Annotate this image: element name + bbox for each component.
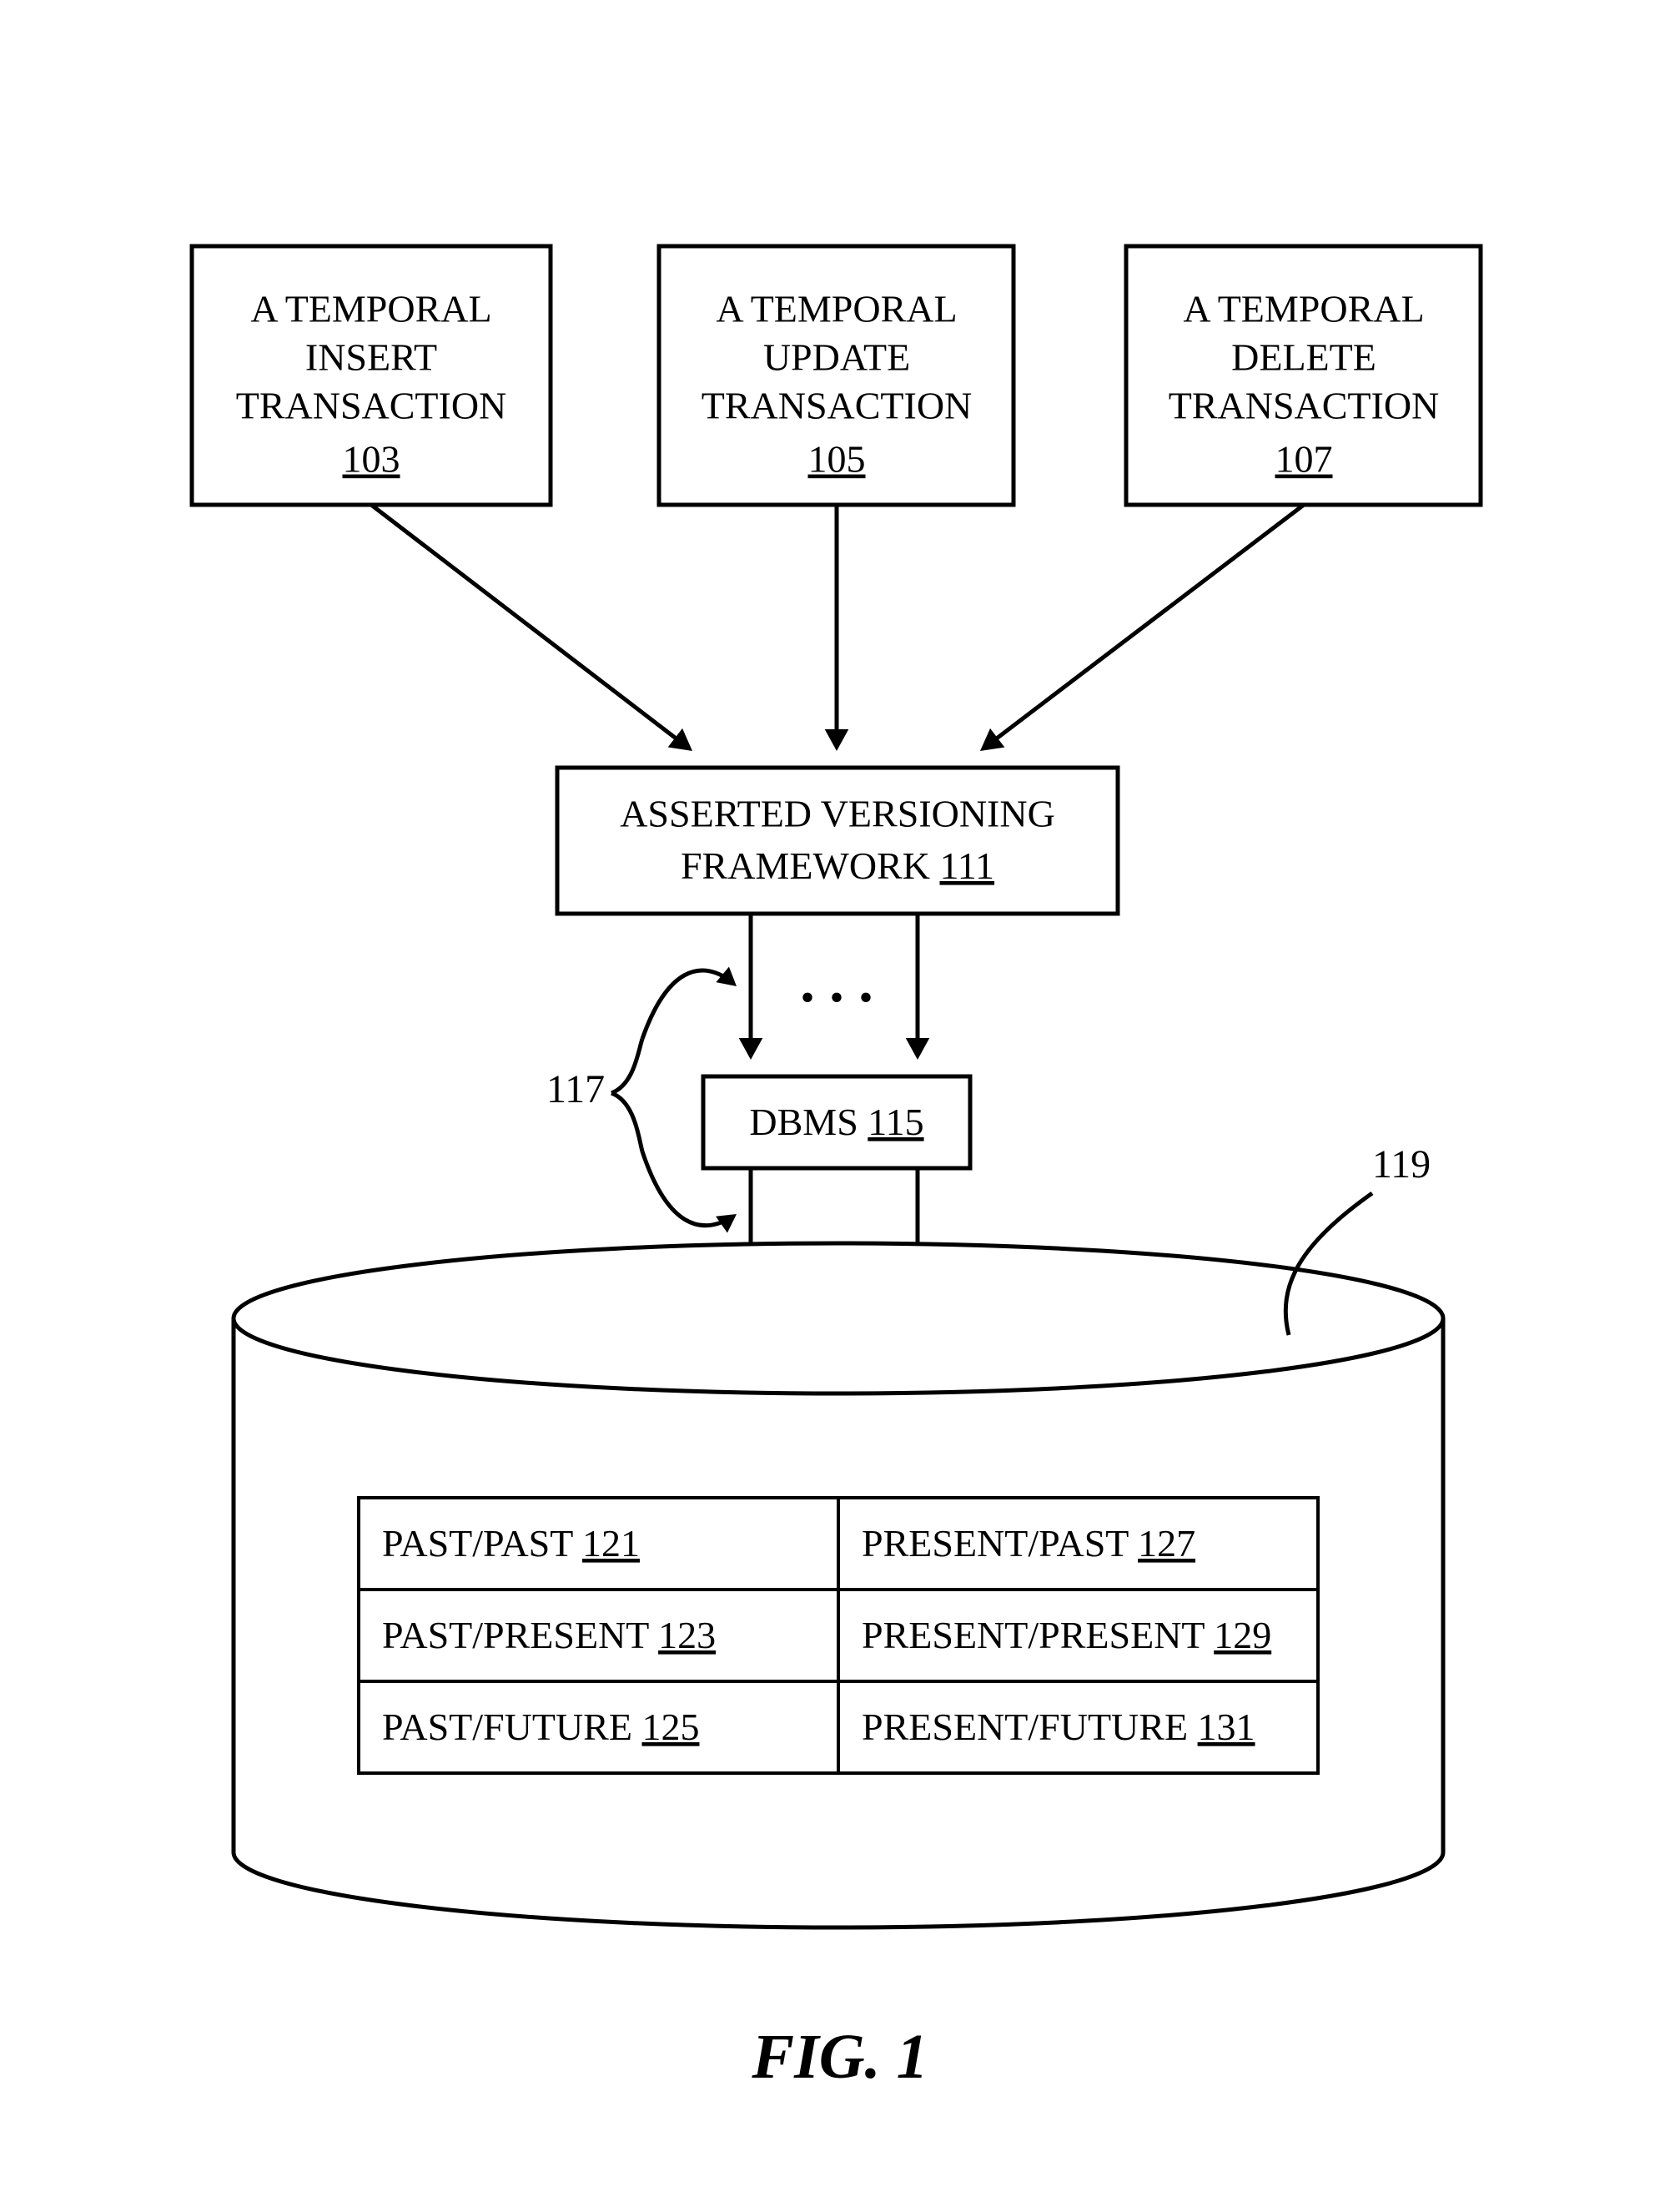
temporal-table: PAST/PAST 121 PRESENT/PAST 127 PAST/PRESEN…: [359, 1498, 1318, 1773]
transaction-box-105: A TEMPORAL UPDATE TRANSACTION 105: [659, 246, 1014, 505]
transaction-box-line: DELETE: [1231, 336, 1376, 379]
ellipsis: . . .: [800, 950, 873, 1015]
figure-caption: FIG. 1: [751, 2022, 928, 2092]
table-cell: PRESENT/FUTURE 131: [862, 1706, 1255, 1748]
transaction-box-line: INSERT: [305, 336, 437, 379]
table-cell: PRESENT/PRESENT 129: [862, 1614, 1271, 1656]
avf-box: ASSERTED VERSIONING FRAMEWORK 111: [557, 768, 1118, 914]
transaction-box-line: TRANSACTION: [702, 385, 973, 427]
transaction-box-line: A TEMPORAL: [250, 288, 491, 330]
ref-label-119: 119: [1372, 1142, 1431, 1187]
transaction-box-line: TRANSACTION: [1169, 385, 1440, 427]
table-cell: PAST/PAST 121: [382, 1522, 640, 1565]
ref-number: 107: [1275, 438, 1333, 481]
transaction-box-line: TRANSACTION: [236, 385, 507, 427]
ref-number: 105: [808, 438, 866, 481]
transaction-box-103: A TEMPORAL INSERT TRANSACTION 103: [192, 246, 551, 505]
table-cell: PRESENT/PAST 127: [862, 1522, 1195, 1565]
dbms-box: DBMS 115: [703, 1076, 970, 1168]
transaction-box-line: A TEMPORAL: [1183, 288, 1424, 330]
transaction-box-107: A TEMPORAL DELETE TRANSACTION 107: [1126, 246, 1481, 505]
ref-label-117: 117: [546, 1067, 605, 1111]
table-cell: PAST/PRESENT 123: [382, 1614, 716, 1656]
table-cell: PAST/FUTURE 125: [382, 1706, 699, 1748]
transaction-box-line: UPDATE: [763, 336, 910, 379]
ref-number: 103: [343, 438, 400, 481]
svg-text:ASSERTED VERSIONING: ASSERTED VERSIONING: [620, 793, 1055, 835]
svg-text:DBMS 115: DBMS 115: [749, 1101, 923, 1143]
svg-text:FRAMEWORK 111: FRAMEWORK 111: [681, 844, 994, 887]
transaction-box-line: A TEMPORAL: [716, 288, 957, 330]
